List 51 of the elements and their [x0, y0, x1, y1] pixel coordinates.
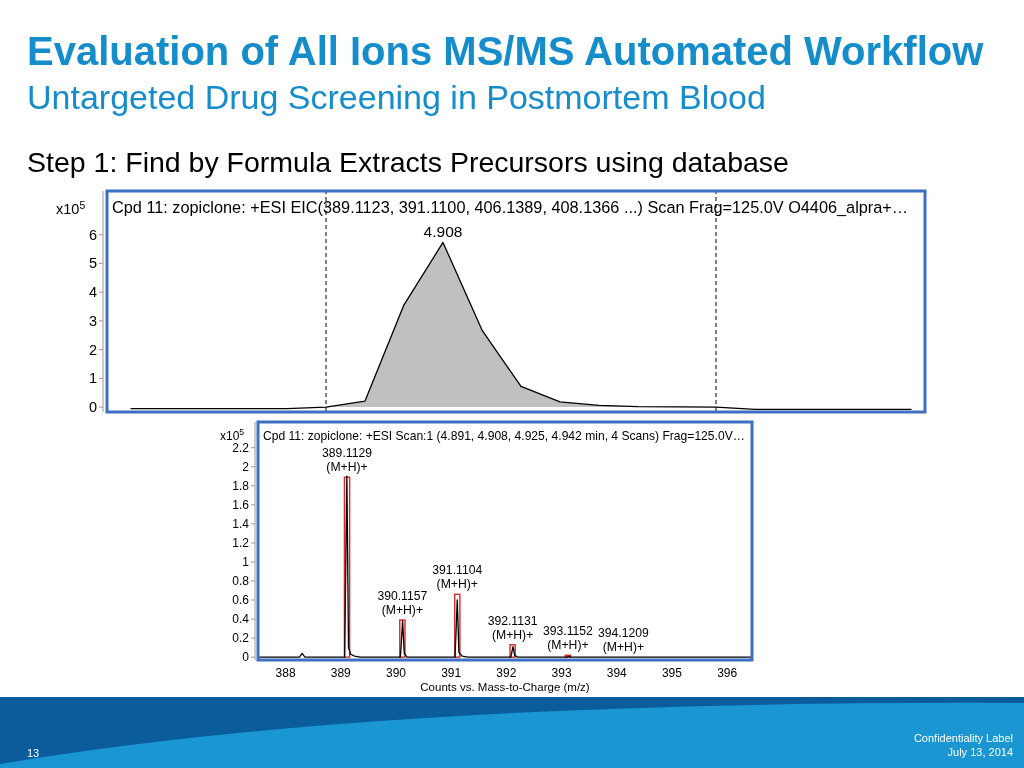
text: Confidentiality Label [913, 732, 1013, 744]
annotation: 394.1209 (M+H)+ [598, 626, 650, 655]
y-tick-label: 0.2 [232, 631, 250, 646]
x-tick-label: 392 [496, 666, 517, 680]
y-tick-label: 0.8 [232, 574, 250, 589]
y-tick-label: 1.8 [232, 478, 250, 493]
y-tick-label: 2 [88, 341, 97, 358]
y-tick-label: 2 [242, 459, 250, 474]
annotation: 391.1104 (M+H)+ [432, 563, 483, 592]
y-tick-label: 0 [242, 650, 250, 665]
y-tick-label: 4 [88, 284, 97, 301]
y-tick-label: 3 [88, 312, 97, 329]
bar [343, 476, 351, 658]
x-tick-label: 390 [385, 666, 407, 680]
x-tick-label: 389 [330, 666, 352, 680]
bar [453, 593, 461, 658]
annotation: 392.1131 (M+H)+ [487, 613, 538, 642]
x-tick-label: 395 [661, 666, 683, 680]
y-tick-label: 0.6 [232, 593, 250, 608]
x-tick-label: 396 [717, 666, 738, 680]
y-tick-label: 0 [88, 399, 97, 416]
y-tick-label: 1.4 [232, 517, 250, 532]
y-tick-label: 1 [242, 555, 250, 570]
text: Step 1: Find by Formula Extracts Precursors using database [27, 146, 789, 178]
annotation: 4.908 [423, 223, 463, 241]
x-axis-title: Counts vs. Mass-to-Charge (m/z) [420, 681, 590, 693]
y-tick-label: 5 [88, 255, 97, 272]
annotation: 390.1157 (M+H)+ [377, 588, 428, 618]
y-tick-label: 6 [88, 226, 97, 243]
y-tick-label: 1.2 [232, 536, 250, 551]
line-series [257, 475, 753, 658]
x-tick-label: 394 [606, 666, 628, 680]
bar [399, 619, 406, 658]
text: July 13, 2014 [947, 746, 1013, 758]
x-tick-label: 388 [275, 666, 296, 680]
x-tick-label: 393 [551, 666, 572, 680]
text: 13 [27, 747, 40, 759]
annotation: 389.1129 (M+H)+ [322, 446, 373, 475]
text: Evaluation of All Ions MS/MS Automated Workflow [27, 29, 985, 73]
text: Cpd 11: zopiclone: +ESI Scan:1 (4.891, 4.908, 4.925, 4.942 min, 4 Scans) Frag=125.0V… [263, 429, 745, 443]
annotation: 393.1152 (M+H)+ [542, 624, 594, 653]
x-tick-label: 391 [441, 666, 462, 680]
text: Untargeted Drug Screening in Postmortem Blood [27, 78, 766, 116]
y-tick-label: 1 [88, 370, 97, 387]
y-axis-title: x10$^{5}$ [220, 427, 245, 443]
y-tick-label: 0.4 [232, 612, 250, 627]
bar [509, 644, 516, 658]
y-tick-label: 2.2 [232, 440, 250, 455]
y-tick-label: 1.6 [232, 498, 250, 513]
y-axis-title: x10$^{5}$ [56, 199, 86, 217]
chart-title: Cpd 11: zopiclone: +ESI EIC(389.1123, 391.1100, 406.1389, 408.1366 ...) Scan Frag=125.0V O4406_alpra+… [112, 198, 909, 217]
